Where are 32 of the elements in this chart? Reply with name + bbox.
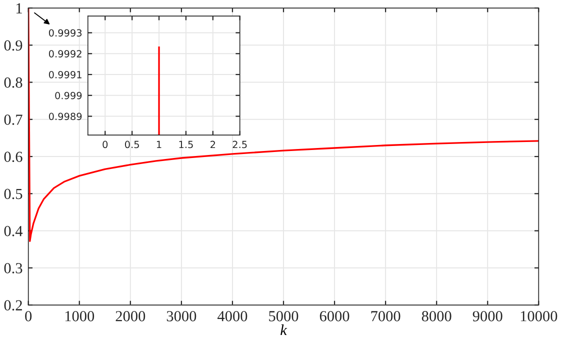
x-tick-label: 0.5 [124,140,139,148]
y-tick-label: 0.3 [4,263,22,274]
x-tick-label: 9000 [472,311,502,322]
y-tick-label: 0.9991 [48,70,82,78]
y-tick-label: 1 [16,3,22,14]
y-tick-label: 0.8 [4,77,22,88]
x-tick-label: 1000 [65,311,94,322]
y-tick-label: 0.9993 [48,29,82,37]
x-tick-label: 3000 [166,311,196,322]
y-tick-label: 0.9992 [48,50,82,58]
x-tick-label: 4000 [217,311,248,322]
x-tick-label: 1 [156,140,162,148]
x-tick-label: 7000 [371,311,400,322]
x-tick-label: 2.5 [232,140,247,148]
x-tick-label: 6000 [320,311,350,322]
y-tick-label: 0.2 [4,300,22,311]
y-tick-label: 0.999 [55,92,82,100]
x-axis-title: k [280,324,288,336]
x-tick-label: 5000 [269,311,298,322]
x-tick-label: 8000 [422,311,452,322]
y-tick-label: 0.6 [4,152,22,162]
x-tick-label: 1.5 [179,140,193,148]
y-tick-label: 0.4 [4,226,23,236]
y-tick-label: 0.5 [4,188,22,200]
y-tick-label: 0.7 [4,114,22,125]
x-tick-label: 0 [102,140,108,148]
x-tick-label: 2 [210,140,216,148]
x-tick-label: 10000 [520,311,558,322]
y-tick-label: 0.9 [4,40,22,51]
x-tick-label: 0 [25,311,32,322]
y-tick-label: 0.9989 [48,112,82,120]
x-tick-label: 2000 [116,311,146,322]
